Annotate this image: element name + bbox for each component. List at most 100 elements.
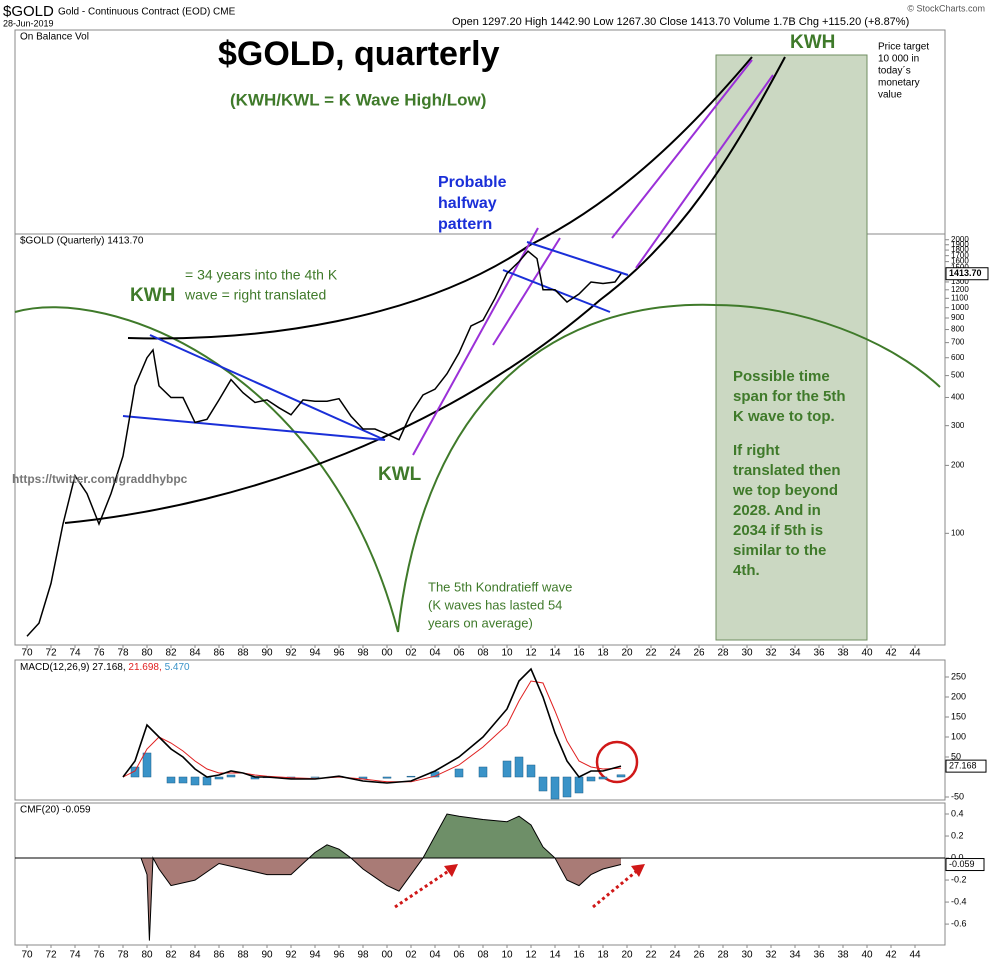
- x-tick-label: 00: [381, 950, 393, 961]
- k-wave-arc: [14, 306, 399, 633]
- x-tick-label: 06: [453, 648, 465, 659]
- cmf-panel: [14, 802, 946, 946]
- histogram-bar: [178, 776, 188, 784]
- histogram-bar: [142, 752, 152, 778]
- x-tick-label: 96: [333, 950, 345, 961]
- histogram-bar: [514, 756, 524, 778]
- price-panel: [14, 29, 946, 646]
- x-tick-label: 16: [573, 648, 585, 659]
- x-tick-label: 14: [549, 648, 561, 659]
- kwl: KWL: [378, 464, 422, 485]
- y-tick-label: 600: [951, 353, 965, 362]
- x-tick-label: 24: [669, 950, 681, 961]
- x-tick-label: 70: [21, 648, 33, 659]
- x-tick-label: 30: [741, 648, 753, 659]
- cmf-legend: CMF(20) -0.059: [20, 805, 91, 816]
- x-tick-label: 76: [93, 648, 105, 659]
- x-tick-label: 82: [165, 648, 177, 659]
- x-tick-label: 26: [693, 950, 705, 961]
- x-tick-label: 44: [909, 648, 921, 659]
- y-tick-label: 1200: [951, 285, 969, 294]
- x-tick-label: 28: [717, 648, 729, 659]
- x-tick-label: 22: [645, 950, 657, 961]
- cmf-area-negative: [141, 858, 621, 941]
- translated-top-note: translated then: [733, 462, 841, 479]
- x-tick-label: 74: [69, 950, 81, 961]
- y-tick-label: -50: [951, 791, 964, 801]
- x-tick-label: 10: [501, 950, 513, 961]
- x-tick-label: 44: [909, 950, 921, 961]
- histogram-bar: [562, 776, 572, 798]
- x-tick-label: 72: [45, 648, 57, 659]
- target-note: Price target: [878, 42, 929, 53]
- x-tick-label: 04: [429, 950, 441, 961]
- x-tick-label: 86: [213, 950, 225, 961]
- time-span-box: [715, 54, 868, 641]
- price-line: [26, 250, 622, 637]
- x-tick-label: 18: [597, 648, 609, 659]
- translated-top-note: If right: [733, 442, 780, 459]
- x-tick-label: 78: [117, 648, 129, 659]
- chart-title: $GOLD, quarterly: [218, 35, 500, 73]
- y-tick-label: 150: [951, 711, 966, 721]
- date: 28-Jun-2019: [3, 18, 54, 28]
- y-tick-label: 200: [951, 691, 966, 701]
- kondratieff-note: (K waves has lasted 54: [428, 597, 562, 612]
- price-legend: $GOLD (Quarterly) 1413.70: [20, 236, 144, 247]
- translated-note: = 34 years into the 4th K: [185, 267, 338, 283]
- x-tick-label: 82: [165, 950, 177, 961]
- y-tick-label: -0.6: [951, 918, 967, 928]
- histogram-bar: [454, 768, 464, 778]
- y-tick-label: 1800: [951, 245, 969, 254]
- x-tick-label: 90: [261, 648, 273, 659]
- kwh-top: KWH: [790, 32, 835, 53]
- x-tick-label: 98: [357, 648, 369, 659]
- x-tick-label: 78: [117, 950, 129, 961]
- x-tick-label: 30: [741, 950, 753, 961]
- y-tick-label: 300: [951, 421, 965, 430]
- y-tick-label: 0.0: [951, 852, 964, 862]
- x-tick-label: 88: [237, 950, 249, 961]
- y-tick-label: 100: [951, 528, 965, 537]
- description: Gold - Continuous Contract (EOD) CME: [58, 7, 236, 18]
- y-tick-label: 700: [951, 338, 965, 347]
- histogram-bar: [406, 775, 416, 778]
- y-tick-label: 1900: [951, 240, 969, 249]
- x-tick-label: 08: [477, 648, 489, 659]
- cmf-tag: [945, 858, 985, 872]
- y-tick-label: 500: [951, 371, 965, 380]
- timespan-note: Possible time: [733, 368, 830, 385]
- y-tick-label: 100: [951, 731, 966, 741]
- x-tick-label: 02: [405, 648, 417, 659]
- x-tick-label: 88: [237, 648, 249, 659]
- y-tick-label: 2000: [951, 235, 969, 244]
- macd-value: 27.168,: [92, 662, 125, 673]
- halfway-note: pattern: [438, 216, 492, 233]
- x-tick-label: 24: [669, 648, 681, 659]
- y-tick-label: 1100: [951, 293, 969, 302]
- symbol: $GOLD: [3, 3, 54, 20]
- x-tick-label: 32: [765, 648, 777, 659]
- y-tick-label: 1700: [951, 251, 969, 260]
- x-tick-label: 86: [213, 648, 225, 659]
- y-tick-label: 1600: [951, 257, 969, 266]
- y-tick-label: 400: [951, 393, 965, 402]
- kwh-left: KWH: [130, 285, 175, 306]
- macd-line: [122, 667, 622, 784]
- x-tick-label: 70: [21, 950, 33, 961]
- x-tick-label: 38: [837, 950, 849, 961]
- histogram-bar: [550, 776, 560, 800]
- x-tick-label: 40: [861, 648, 873, 659]
- last-price-label: 1413.70: [949, 268, 982, 278]
- chart-subtitle: (KWH/KWL = K Wave High/Low): [230, 90, 486, 109]
- x-tick-label: 18: [597, 950, 609, 961]
- macd-tag: [945, 759, 987, 773]
- arrows: [394, 868, 639, 909]
- x-tick-label: 12: [525, 648, 537, 659]
- y-tick-label: 1300: [951, 277, 969, 286]
- histogram-bar: [166, 776, 176, 784]
- twitter: https://twitter.com/graddhybpc: [12, 472, 188, 486]
- cmf-tag-label: -0.059: [949, 859, 975, 869]
- timespan-note: span for the 5th: [733, 388, 846, 405]
- y-tick-label: 800: [951, 325, 965, 334]
